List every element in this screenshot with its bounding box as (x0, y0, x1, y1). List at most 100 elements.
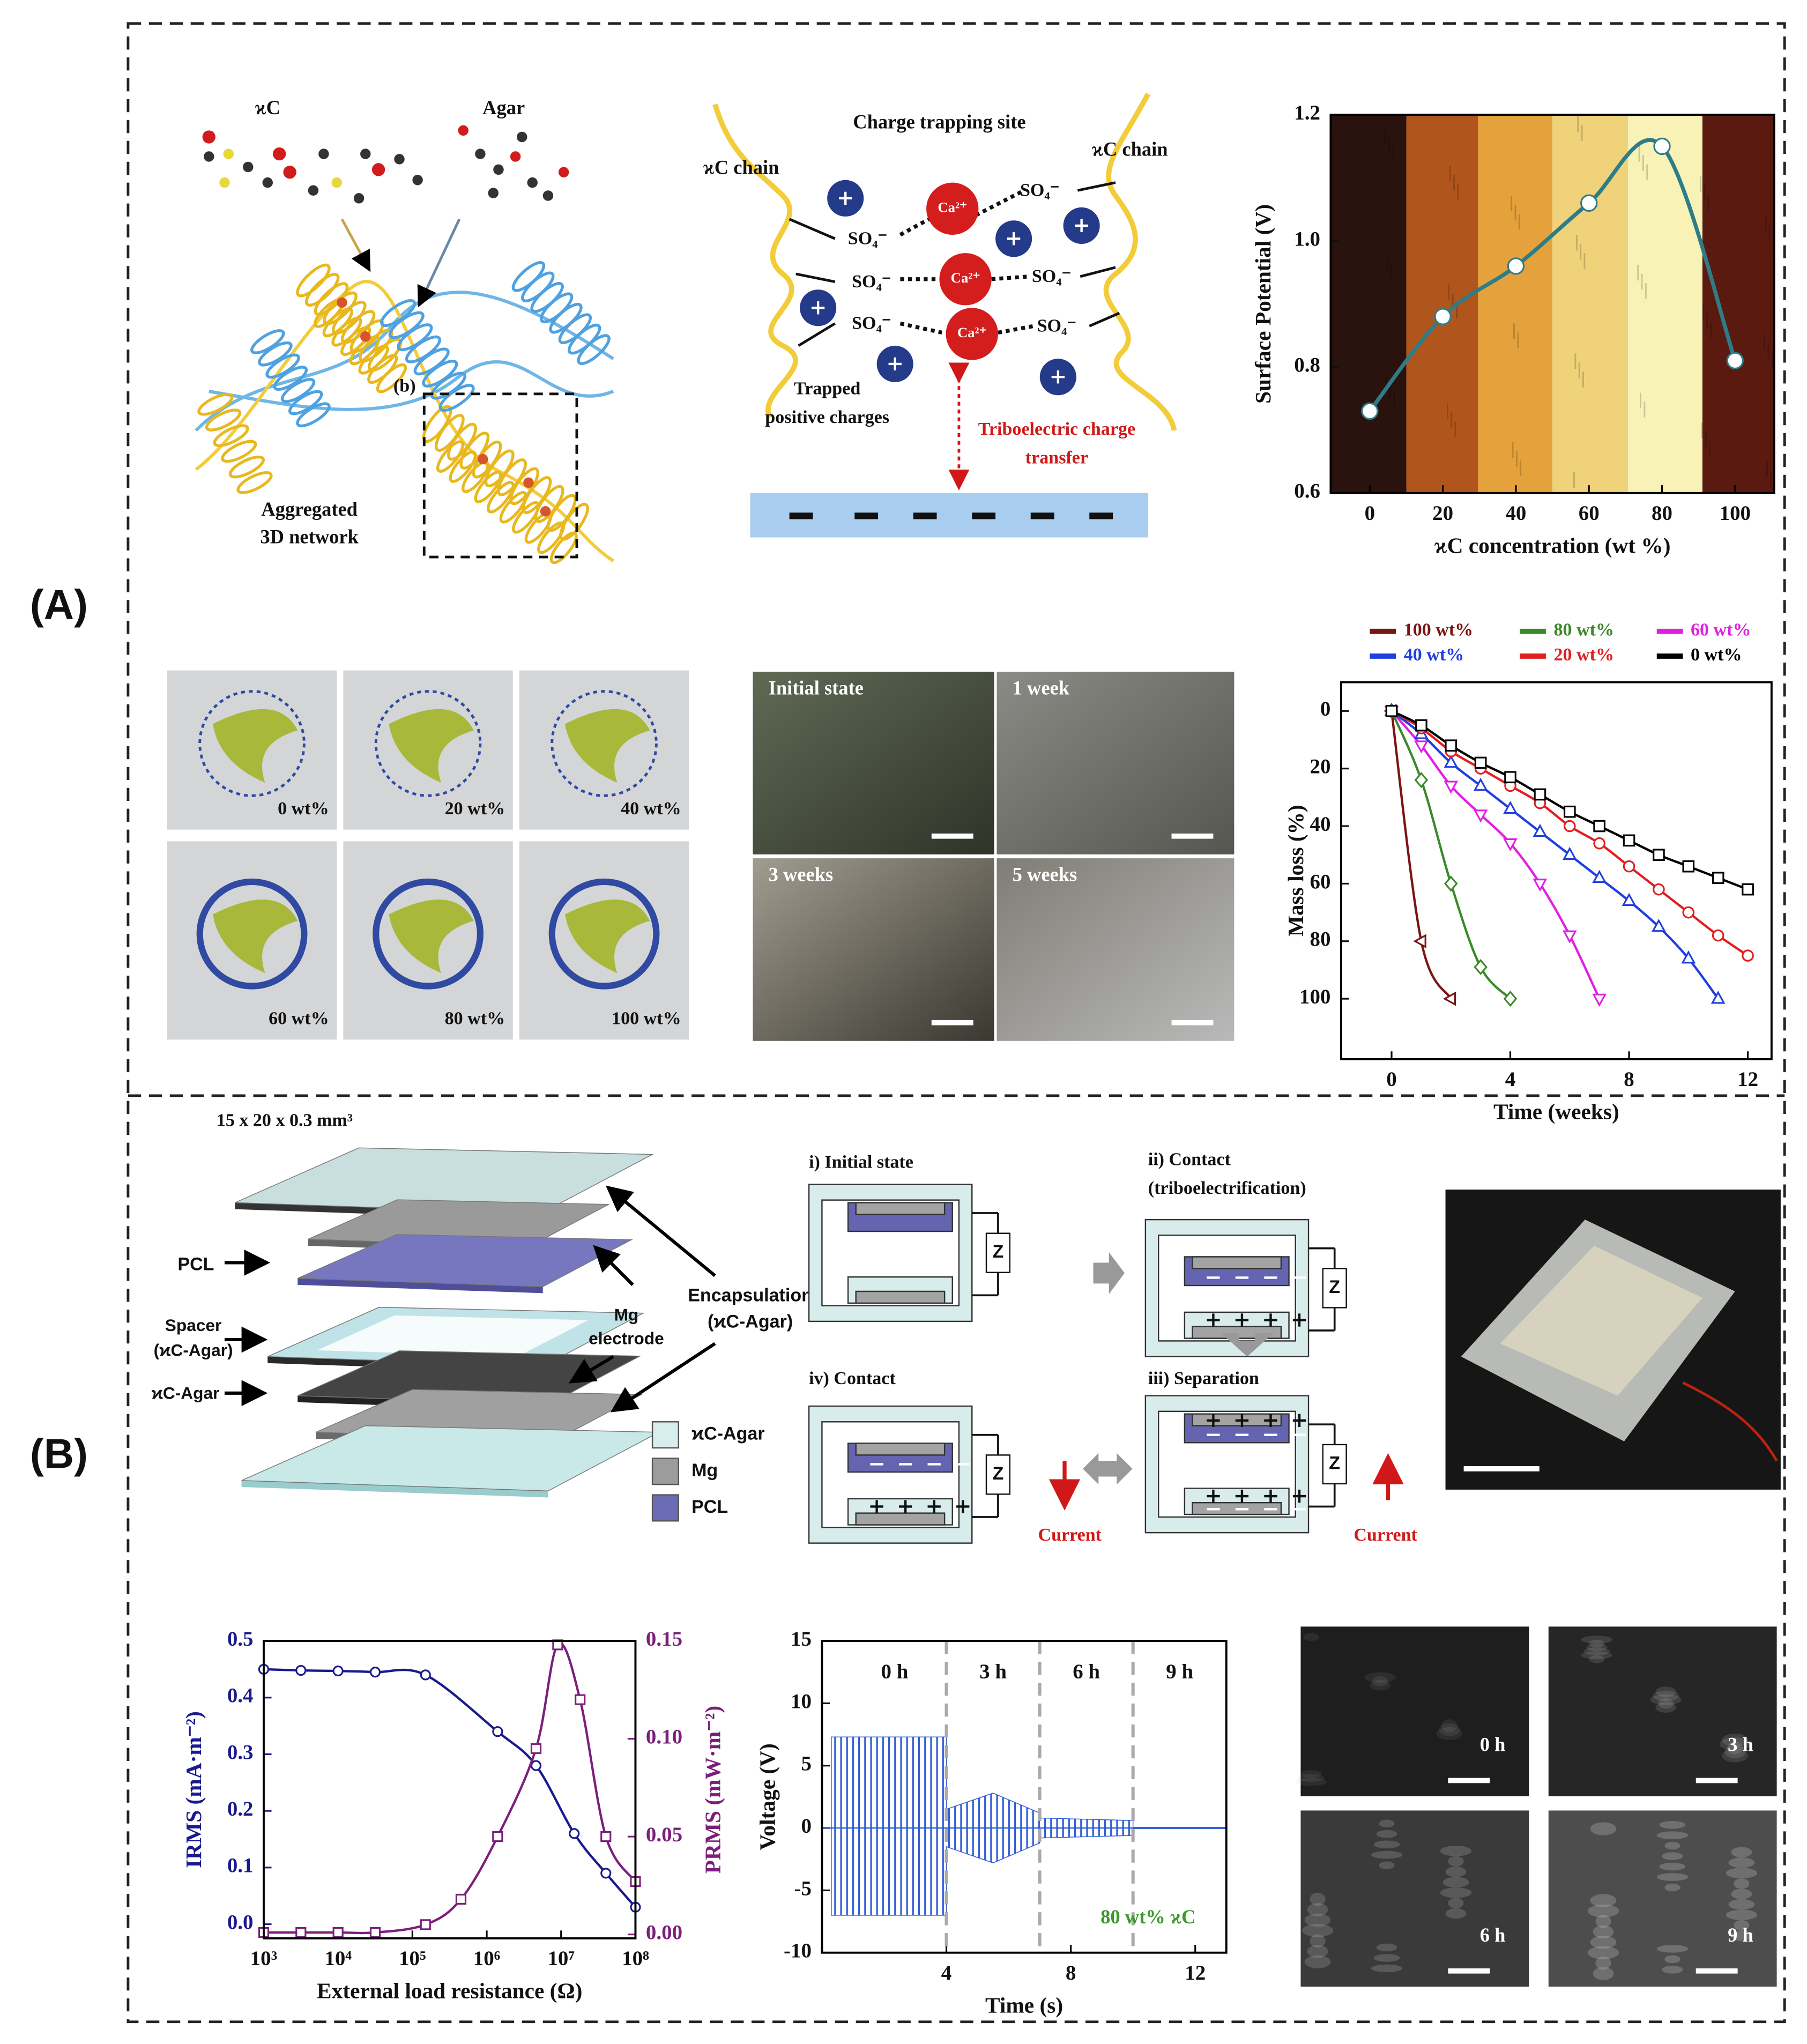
sem-texture (1439, 1723, 1460, 1736)
sem-texture (1593, 1925, 1614, 1938)
load (1322, 1444, 1347, 1485)
data-point (1503, 838, 1518, 852)
residue (540, 506, 551, 517)
data-point (1474, 958, 1488, 976)
sem-texture (1373, 1840, 1400, 1849)
flow-arrow (1221, 1333, 1274, 1357)
data-point (1742, 949, 1754, 962)
sem-texture (1445, 1867, 1467, 1877)
helix-turn (487, 481, 515, 514)
label: iii) Separation (1148, 1369, 1259, 1388)
atom (331, 177, 342, 188)
map-texture (1642, 155, 1644, 171)
x-tick-label: 40 (1505, 502, 1526, 525)
data-point (575, 1694, 586, 1705)
helix-turn (288, 390, 323, 415)
data-point (1385, 704, 1398, 717)
data-point (1653, 849, 1665, 861)
plot-frame (821, 1640, 1228, 1954)
logo-ring (198, 690, 306, 797)
panel-label: (A) (30, 582, 88, 628)
sem-texture (1581, 1636, 1613, 1644)
map-texture (1390, 263, 1393, 279)
y2-tick-label: 0.10 (646, 1726, 682, 1749)
legend-swatch (651, 1421, 679, 1449)
sem-texture (1727, 1741, 1743, 1755)
load (985, 1232, 1011, 1273)
chain (195, 291, 614, 432)
map-texture (1454, 421, 1456, 437)
sem-image (1300, 1810, 1529, 1987)
label: SO₄⁻ (1032, 266, 1072, 286)
helix-turn (205, 408, 242, 432)
map-texture (1581, 125, 1583, 141)
residue (337, 297, 347, 308)
data-point (1534, 788, 1546, 801)
label: (ϰC-Agar) (154, 1340, 233, 1359)
logo-leaf (565, 709, 650, 783)
map-texture (1705, 432, 1707, 448)
y-tick-label: 0.5 (227, 1627, 254, 1651)
sem-texture (1659, 1862, 1686, 1871)
micrograph (997, 858, 1235, 1041)
scale-bar (1448, 1778, 1490, 1783)
data-point (1682, 860, 1695, 873)
data-point (530, 1760, 542, 1771)
map-texture (1702, 303, 1704, 320)
data-point (1562, 846, 1577, 860)
load-label: Z (993, 1463, 1004, 1484)
negative-charge (972, 512, 996, 519)
map-texture (1392, 145, 1394, 161)
sem-texture (1734, 1920, 1750, 1931)
data-point (332, 1666, 344, 1677)
y-tick-label: 40 (1310, 813, 1330, 836)
sem-texture (1448, 1898, 1464, 1908)
logo-ring (374, 690, 482, 797)
label: 15 x 20 x 0.3 mm³ (217, 1110, 353, 1130)
label: 5 weeks (1013, 864, 1077, 886)
label: Spacer (165, 1315, 221, 1335)
data-point (600, 1868, 612, 1879)
x-tick-label: 10⁷ (547, 1947, 575, 1970)
sem-texture (1719, 1737, 1751, 1751)
segment-label: 6 h (1073, 1660, 1100, 1683)
map-texture (1764, 333, 1766, 350)
map-texture (1518, 214, 1520, 230)
atom (283, 166, 296, 179)
sem-texture (1295, 1778, 1327, 1786)
data-point (1415, 719, 1427, 732)
sem-texture (1724, 1745, 1746, 1759)
sem-texture (1590, 1936, 1617, 1949)
x-tick-label: 10³ (250, 1947, 278, 1970)
sem-texture (1656, 1945, 1689, 1953)
map-texture (1704, 185, 1706, 201)
label: Agar (482, 96, 525, 118)
sem-texture (1731, 1889, 1752, 1899)
sem-texture (1310, 1892, 1326, 1906)
helix-turn (449, 450, 477, 483)
legend-label: 40 wt% (1404, 645, 1464, 665)
map-texture (1769, 224, 1771, 240)
sem-texture (1659, 1820, 1686, 1829)
data-point (1444, 875, 1458, 892)
sem-texture (1372, 1676, 1388, 1687)
sem-texture (1664, 1841, 1680, 1850)
label: Mg (614, 1305, 639, 1325)
helix-turn (250, 329, 285, 354)
y-tick-label: 0.4 (227, 1684, 254, 1707)
label: SO₄⁻ (1037, 316, 1077, 336)
x-tick-label: 0 (1386, 1068, 1396, 1091)
ionic-bond (991, 274, 1029, 281)
map-texture (1573, 472, 1575, 488)
helix-turn (280, 378, 316, 403)
sem-texture (1655, 1702, 1677, 1713)
flow-arrow (1093, 1252, 1125, 1294)
atom (517, 131, 527, 143)
helix-turn (296, 263, 331, 298)
label: Current (1354, 1525, 1417, 1545)
sem-texture (1590, 1894, 1617, 1907)
x-tick-label: 10⁶ (473, 1947, 501, 1970)
label: SO₄⁻ (852, 314, 891, 333)
label: Aggregated (261, 498, 358, 520)
